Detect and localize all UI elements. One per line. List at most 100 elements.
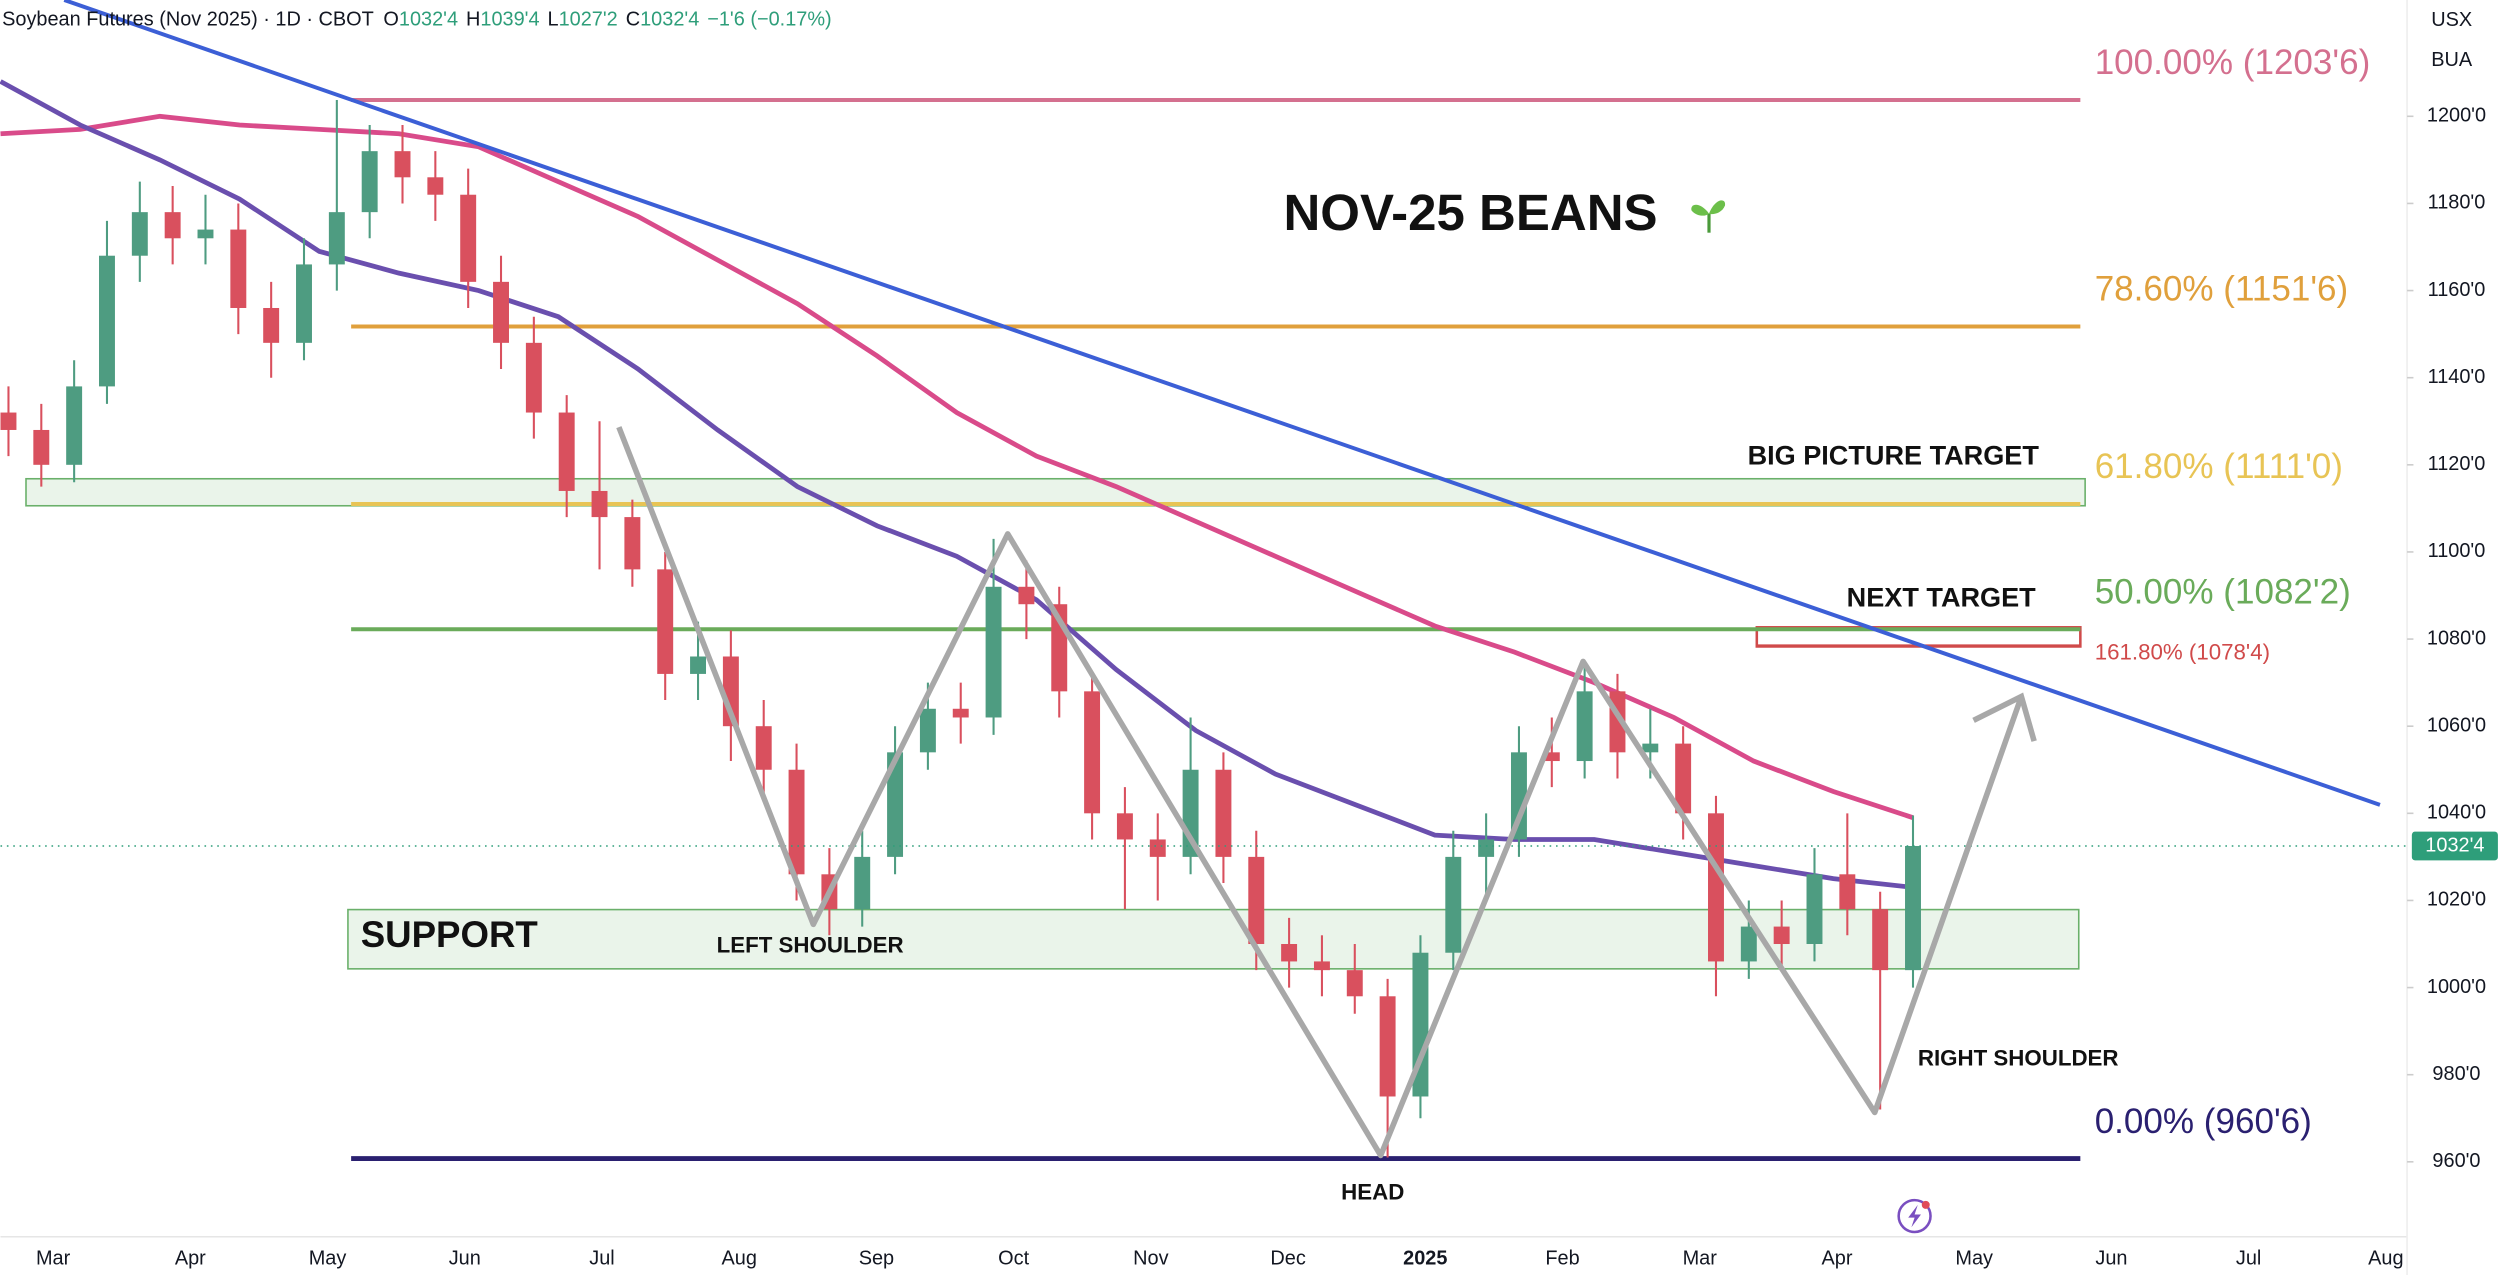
candle-body [230,229,247,308]
x-tick-label: 2025 [1403,1247,1447,1269]
sprout-icon [1691,200,1726,233]
candle-body [1708,813,1724,962]
pattern-label: LEFT SHOULDER [717,933,904,958]
candle-body [1839,874,1856,910]
zone-label: NEXT TARGET [1847,581,2037,612]
notification-dot [1921,1200,1930,1209]
candle-body [854,856,871,910]
level-label: 61.80% (1111'0) [2095,447,2343,486]
candle-body [1149,839,1166,857]
level-label: 0.00% (960'6) [2095,1102,2312,1141]
level-label: 50.00% (1082'2) [2095,572,2351,611]
candle-body [1872,909,1889,971]
x-tick-label: Aug [721,1247,756,1269]
x-tick-label: Mar [36,1247,71,1269]
candle-body [493,281,509,343]
y-tick-label: 1000'0 [2427,976,2486,998]
candle-body [788,769,805,875]
candle-body [657,569,674,674]
lightning-bolt [1908,1204,1921,1228]
candle-body [296,264,312,343]
candle-body [1905,845,1921,971]
y-tick-label: 960'0 [2432,1150,2480,1172]
candle-body [1215,769,1232,857]
candle-body [558,412,575,491]
candle-body [1773,926,1790,945]
y-tick-label: 1180'0 [2428,192,2486,214]
plot: 960'0 980'0 1000'0 1020'0 1040'0 1060'0 1080'0… [0,43,2486,1269]
candle-body [328,212,345,265]
candle-body [1510,752,1527,840]
candle-body [1248,856,1265,945]
pattern-label: HEAD [1341,1180,1404,1205]
x-tick-label: Jun [2095,1247,2127,1269]
candle-body [1313,961,1330,971]
candle-body [1675,743,1692,814]
x-tick-label: Jun [449,1247,481,1269]
x-tick-label: Sep [859,1247,894,1269]
currency[interactable]: USX [2431,9,2472,31]
ohlc-value: 1027'2 [559,9,618,31]
y-tick-label: 980'0 [2432,1063,2480,1085]
ohlc-label: O [383,9,398,31]
chart-title: NOV-25 BEANS [1283,184,1657,241]
ohlc-label: L [548,9,559,31]
x-tick-label: Mar [1683,1247,1718,1269]
candle-body [1806,874,1823,945]
candle-body [1018,586,1035,605]
x-tick-label: Feb [1545,1247,1579,1269]
ohlc-label: H [466,9,480,31]
y-tick-label: 1040'0 [2427,802,2486,824]
candle-body [624,517,641,570]
x-tick-label: May [309,1247,347,1269]
zone-label: SUPPORT [361,914,538,955]
candle-body [131,212,148,256]
x-tick-label: Oct [998,1247,1029,1269]
change: −1'6 (−0.17%) [707,9,831,31]
lightning-button[interactable] [1897,1198,1932,1234]
candle-body [1543,752,1560,762]
candle-body [1740,926,1757,962]
x-tick-label: Jul [2236,1247,2261,1269]
level-label: 161.80% (1078'4) [2095,639,2270,664]
y-tick-label: 1160'0 [2428,279,2486,301]
x-tick-label: Aug [2368,1247,2403,1269]
ohlc-label: C [626,9,640,31]
candle-body [1116,813,1133,840]
y-tick-label: 1100'0 [2428,540,2486,562]
candle-body [427,177,444,195]
y-tick-label: 1080'0 [2427,627,2486,649]
y-tick-label: 1120'0 [2428,453,2486,475]
moving-average [0,79,1914,890]
candle-body [985,586,1002,718]
symbol: Soybean Futures (Nov 2025) · 1D · CBOT [2,9,374,31]
unit-code[interactable]: BUA [2431,49,2473,71]
x-tick-label: Jul [589,1247,614,1269]
candle-body [1576,691,1593,762]
lightning-ring [1897,1198,1932,1234]
candle-body [1642,743,1659,753]
pattern-arrowhead [1972,692,2037,742]
legend-header: Soybean Futures (Nov 2025) · 1D · CBOT O 1… [2,9,832,31]
sprout-leaf [1709,200,1726,215]
candle-body [460,194,477,282]
y-tick-label: 1020'0 [2427,889,2486,911]
candle-body [887,752,904,857]
candle-body [361,151,378,213]
zone [25,477,2086,507]
candle-body [919,708,936,753]
zone-label: BIG PICTURE TARGET [1748,440,2040,471]
candle-body [33,429,50,465]
x-tick-label: Apr [175,1247,206,1269]
x-tick-label: Dec [1270,1247,1305,1269]
candle-body [164,212,181,239]
y-tick-label: 1060'0 [2427,714,2486,736]
candle-body [66,386,83,465]
candle-body [952,708,969,718]
x-tick-label: Apr [1821,1247,1852,1269]
candle-body [591,490,608,518]
ohlc-value: 1032'4 [640,9,699,31]
